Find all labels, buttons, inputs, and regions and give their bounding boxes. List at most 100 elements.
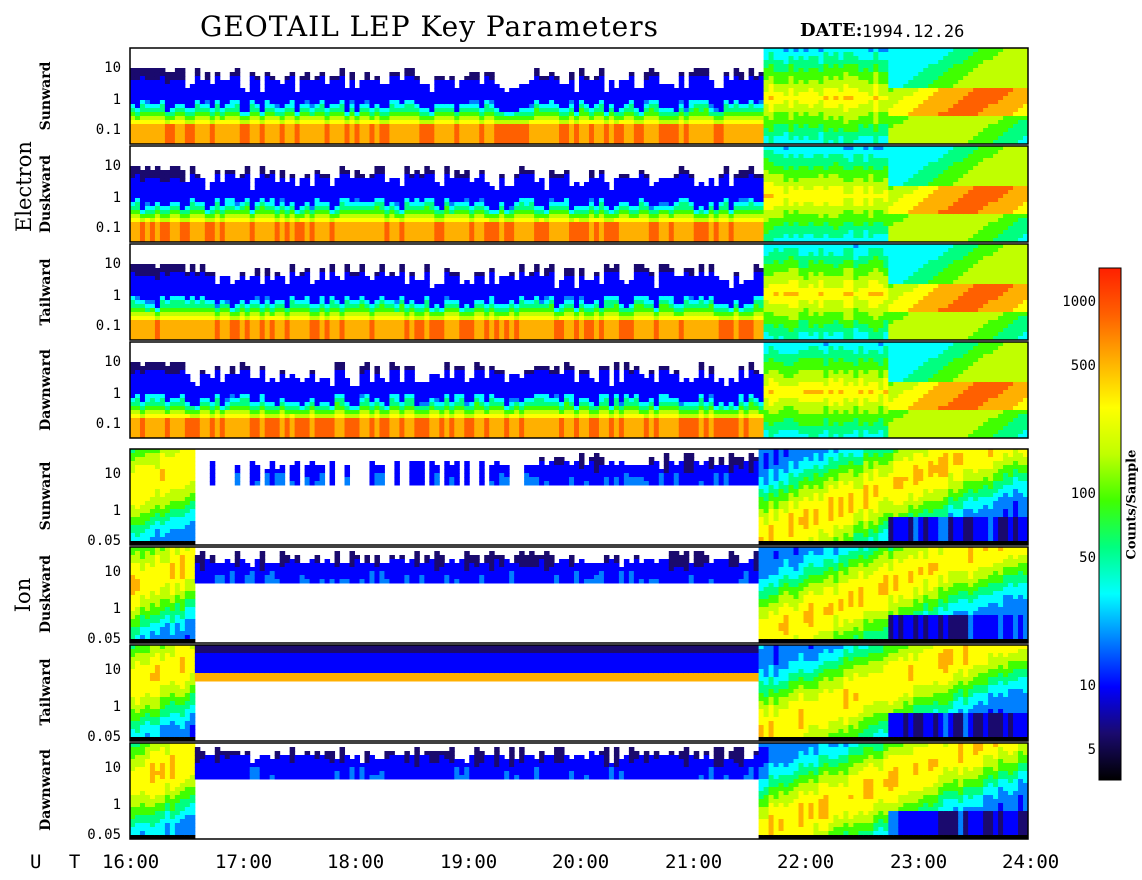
spectrogram-cell: [789, 120, 794, 125]
spectrogram-cell: [305, 132, 310, 137]
spectrogram-cell: [529, 186, 534, 191]
spectrogram-cell: [893, 112, 898, 117]
spectrogram-cell: [220, 186, 225, 191]
spectrogram-cell: [335, 214, 340, 219]
spectrogram-cell: [355, 182, 360, 187]
spectrogram-cell: [654, 132, 659, 137]
spectrogram-cell: [424, 84, 429, 89]
spectrogram-cell: [424, 170, 429, 175]
spectrogram-cell: [449, 234, 454, 239]
spectrogram-cell: [799, 76, 804, 81]
spectrogram-cell: [434, 198, 439, 203]
spectrogram-cell: [519, 234, 524, 239]
spectrogram-cell: [355, 234, 360, 239]
spectrogram-cell: [359, 234, 364, 239]
spectrogram-cell: [474, 80, 479, 85]
spectrogram-cell: [315, 132, 320, 137]
spectrogram-cell: [399, 112, 404, 117]
spectrogram-cell: [464, 202, 469, 207]
spectrogram-cell: [554, 96, 559, 101]
spectrogram-cell: [988, 56, 993, 61]
spectrogram-cell: [654, 96, 659, 101]
spectrogram-cell: [589, 182, 594, 187]
spectrogram-cell: [554, 226, 559, 231]
spectrogram-cell: [749, 112, 754, 117]
spectrogram-cell: [564, 116, 569, 121]
spectrogram-cell: [280, 226, 285, 231]
spectrogram-cell: [948, 112, 953, 117]
spectrogram-cell: [130, 222, 135, 227]
spectrogram-cell: [808, 64, 813, 69]
spectrogram-cell: [699, 112, 704, 117]
spectrogram-cell: [534, 136, 539, 141]
spectrogram-cell: [754, 104, 759, 109]
spectrogram-cell: [704, 112, 709, 117]
spectrogram-cell: [659, 136, 664, 141]
spectrogram-cell: [759, 100, 764, 105]
spectrogram-cell: [220, 136, 225, 141]
spectrogram-cell: [300, 128, 305, 133]
spectrogram-cell: [305, 84, 310, 89]
spectrogram-cell: [384, 128, 389, 133]
spectrogram-cell: [464, 92, 469, 97]
spectrogram-cell: [579, 210, 584, 215]
spectrogram-cell: [579, 226, 584, 231]
spectrogram-cell: [335, 190, 340, 195]
spectrogram-cell: [754, 84, 759, 89]
spectrogram-cell: [858, 92, 863, 97]
spectrogram-cell: [444, 186, 449, 191]
spectrogram-cell: [779, 120, 784, 125]
spectrogram-cell: [928, 80, 933, 85]
spectrogram-cell: [165, 104, 170, 109]
spectrogram-cell: [369, 136, 374, 141]
spectrogram-cell: [823, 72, 828, 77]
spectrogram-cell: [434, 128, 439, 133]
spectrogram-cell: [190, 226, 195, 231]
spectrogram-cell: [873, 108, 878, 113]
spectrogram-cell: [230, 226, 235, 231]
spectrogram-cell: [559, 182, 564, 187]
spectrogram-cell: [140, 230, 145, 235]
spectrogram-cell: [180, 186, 185, 191]
spectrogram-cell: [145, 76, 150, 81]
spectrogram-cell: [584, 202, 589, 207]
spectrogram-cell: [579, 96, 584, 101]
spectrogram-cell: [933, 60, 938, 65]
spectrogram-cell: [843, 96, 848, 101]
spectrogram-cell: [374, 80, 379, 85]
spectrogram-cell: [140, 234, 145, 239]
spectrogram-cell: [434, 100, 439, 105]
spectrogram-cell: [983, 136, 988, 141]
spectrogram-cell: [265, 222, 270, 227]
spectrogram-cell: [634, 124, 639, 129]
spectrogram-cell: [779, 96, 784, 101]
spectrogram-cell: [350, 128, 355, 133]
spectrogram-cell: [265, 194, 270, 199]
spectrogram-cell: [369, 210, 374, 215]
spectrogram-cell: [240, 88, 245, 93]
spectrogram-cell: [325, 198, 330, 203]
spectrogram-cell: [345, 112, 350, 117]
spectrogram-cell: [399, 108, 404, 113]
spectrogram-cell: [549, 96, 554, 101]
spectrogram-cell: [374, 198, 379, 203]
spectrogram-cell: [953, 96, 958, 101]
spectrogram-cell: [544, 88, 549, 93]
spectrogram-cell: [424, 108, 429, 113]
spectrogram-cell: [534, 68, 539, 73]
spectrogram-cell: [335, 218, 340, 223]
spectrogram-cell: [145, 210, 150, 215]
spectrogram-cell: [255, 206, 260, 211]
spectrogram-cell: [1018, 92, 1023, 97]
spectrogram-cell: [419, 190, 424, 195]
spectrogram-cell: [504, 92, 509, 97]
spectrogram-cell: [280, 230, 285, 235]
spectrogram-cell: [759, 84, 764, 89]
spectrogram-cell: [320, 80, 325, 85]
spectrogram-cell: [444, 170, 449, 175]
spectrogram-cell: [848, 60, 853, 65]
spectrogram-cell: [359, 222, 364, 227]
spectrogram-cell: [170, 88, 175, 93]
spectrogram-cell: [474, 186, 479, 191]
spectrogram-cell: [569, 96, 574, 101]
